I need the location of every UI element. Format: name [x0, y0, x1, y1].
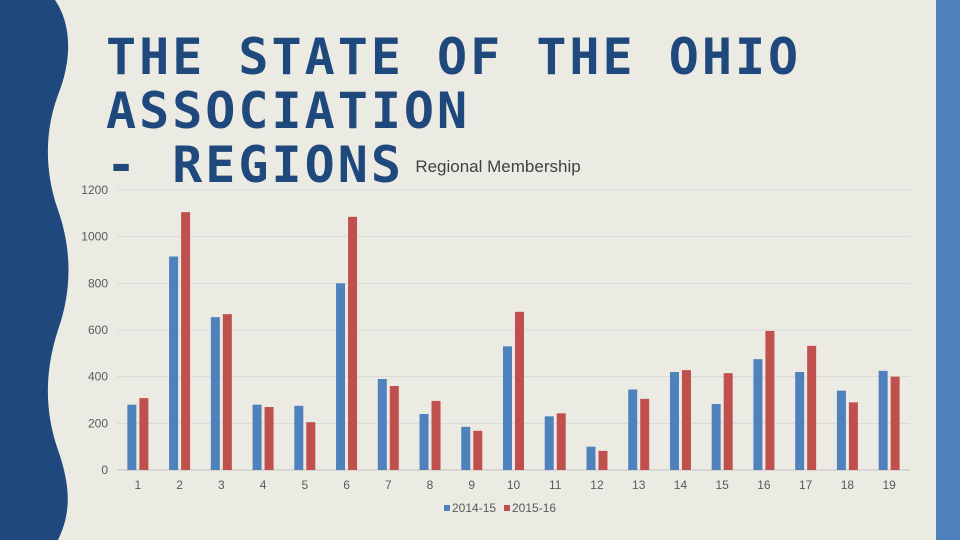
decorative-left-band — [0, 0, 69, 540]
x-tick-label: 1 — [135, 478, 142, 492]
y-tick-label: 800 — [88, 276, 108, 290]
bar-2014-15-region-8 — [419, 414, 429, 470]
x-tick-label: 8 — [427, 478, 434, 492]
x-tick-label: 11 — [549, 478, 562, 492]
gridlines — [117, 189, 910, 471]
x-tick-label: 16 — [757, 478, 771, 492]
bar-2015-16-region-12 — [598, 450, 608, 470]
slide-title-line: ASSOCIATION — [106, 82, 471, 140]
bar-2014-15-region-11 — [544, 416, 554, 470]
bar-2015-16-region-8 — [431, 400, 441, 470]
bar-2014-15-region-7 — [377, 379, 387, 470]
x-tick-label: 5 — [301, 478, 308, 492]
x-tick-label: 19 — [882, 478, 896, 492]
bar-2015-16-region-17 — [807, 345, 817, 470]
bar-2014-15-region-3 — [210, 317, 220, 470]
bar-2015-16-region-16 — [765, 330, 775, 470]
bar-2015-16-region-1 — [139, 398, 149, 470]
bar-2014-15-region-1 — [127, 404, 137, 470]
bar-2015-16-region-7 — [389, 386, 399, 470]
legend-label: 2015-16 — [512, 501, 556, 515]
bar-2014-15-region-19 — [878, 370, 888, 470]
slide-title-line: - REGIONS — [106, 136, 404, 194]
legend-swatch — [444, 505, 450, 511]
bar-2015-16-region-6 — [348, 216, 358, 470]
bar-2014-15-region-2 — [169, 256, 179, 470]
x-tick-label: 12 — [590, 478, 604, 492]
y-tick-label: 0 — [101, 463, 108, 477]
x-tick-label: 3 — [218, 478, 225, 492]
bar-2015-16-region-3 — [222, 314, 232, 470]
x-tick-label: 2 — [176, 478, 183, 492]
accent-bar — [936, 0, 960, 540]
bar-2015-16-region-2 — [181, 212, 191, 470]
bar-2014-15-region-5 — [294, 405, 304, 470]
x-tick-label: 6 — [343, 478, 350, 492]
bar-2014-15-region-9 — [461, 426, 471, 470]
x-axis: 1 2 3 4 5 6 7 8 9 10 11 12 13 14 15 16 17 18 19 — [135, 478, 897, 492]
legend-label: 2014-15 — [452, 501, 496, 515]
x-tick-label: 10 — [507, 478, 521, 492]
legend-swatch — [504, 505, 510, 511]
x-tick-label: 15 — [716, 478, 730, 492]
bar-2015-16-region-5 — [306, 422, 316, 470]
bar-2014-15-region-13 — [628, 389, 638, 470]
x-tick-label: 13 — [632, 478, 646, 492]
left-band-shape — [0, 0, 69, 540]
x-tick-label: 18 — [841, 478, 855, 492]
bar-2015-16-region-19 — [890, 376, 900, 470]
bar-2015-16-region-13 — [640, 398, 650, 470]
bar-2014-15-region-4 — [252, 404, 262, 470]
bars — [127, 212, 900, 470]
x-tick-label: 14 — [674, 478, 688, 492]
y-tick-label: 1200 — [81, 183, 108, 197]
bar-2014-15-region-16 — [753, 359, 763, 470]
x-tick-label: 7 — [385, 478, 392, 492]
slide-title-line: THE STATE OF THE OHIO — [106, 28, 802, 86]
bar-2014-15-region-10 — [503, 346, 512, 470]
x-tick-label: 9 — [468, 478, 475, 492]
bar-2015-16-region-11 — [556, 413, 566, 470]
x-tick-label: 4 — [260, 478, 267, 492]
bar-2015-16-region-18 — [848, 402, 858, 470]
bar-2014-15-region-12 — [586, 446, 596, 470]
bar-2014-15-region-6 — [336, 283, 346, 470]
y-tick-label: 600 — [88, 323, 108, 337]
y-axis: 0 200 400 600 800 1000 1200 — [81, 183, 108, 477]
bar-2014-15-region-17 — [795, 372, 805, 470]
bar-2014-15-region-14 — [669, 372, 679, 470]
y-tick-label: 1000 — [81, 230, 108, 244]
chart-title: Regional Membership — [415, 157, 580, 176]
bar-2015-16-region-15 — [723, 373, 733, 470]
slide-title: THE STATE OF THE OHIO ASSOCIATION - REGI… — [106, 30, 801, 192]
x-tick-label: 17 — [799, 478, 813, 492]
bar-2014-15-region-15 — [711, 403, 721, 470]
bar-2014-15-region-18 — [836, 390, 846, 470]
bar-2015-16-region-14 — [681, 370, 691, 470]
y-tick-label: 200 — [88, 416, 108, 430]
bar-2015-16-region-10 — [515, 311, 524, 470]
bar-2015-16-region-4 — [264, 407, 274, 470]
y-tick-label: 400 — [88, 370, 108, 384]
legend: 2014-15 2015-16 — [444, 501, 556, 515]
bar-2015-16-region-9 — [473, 430, 483, 470]
